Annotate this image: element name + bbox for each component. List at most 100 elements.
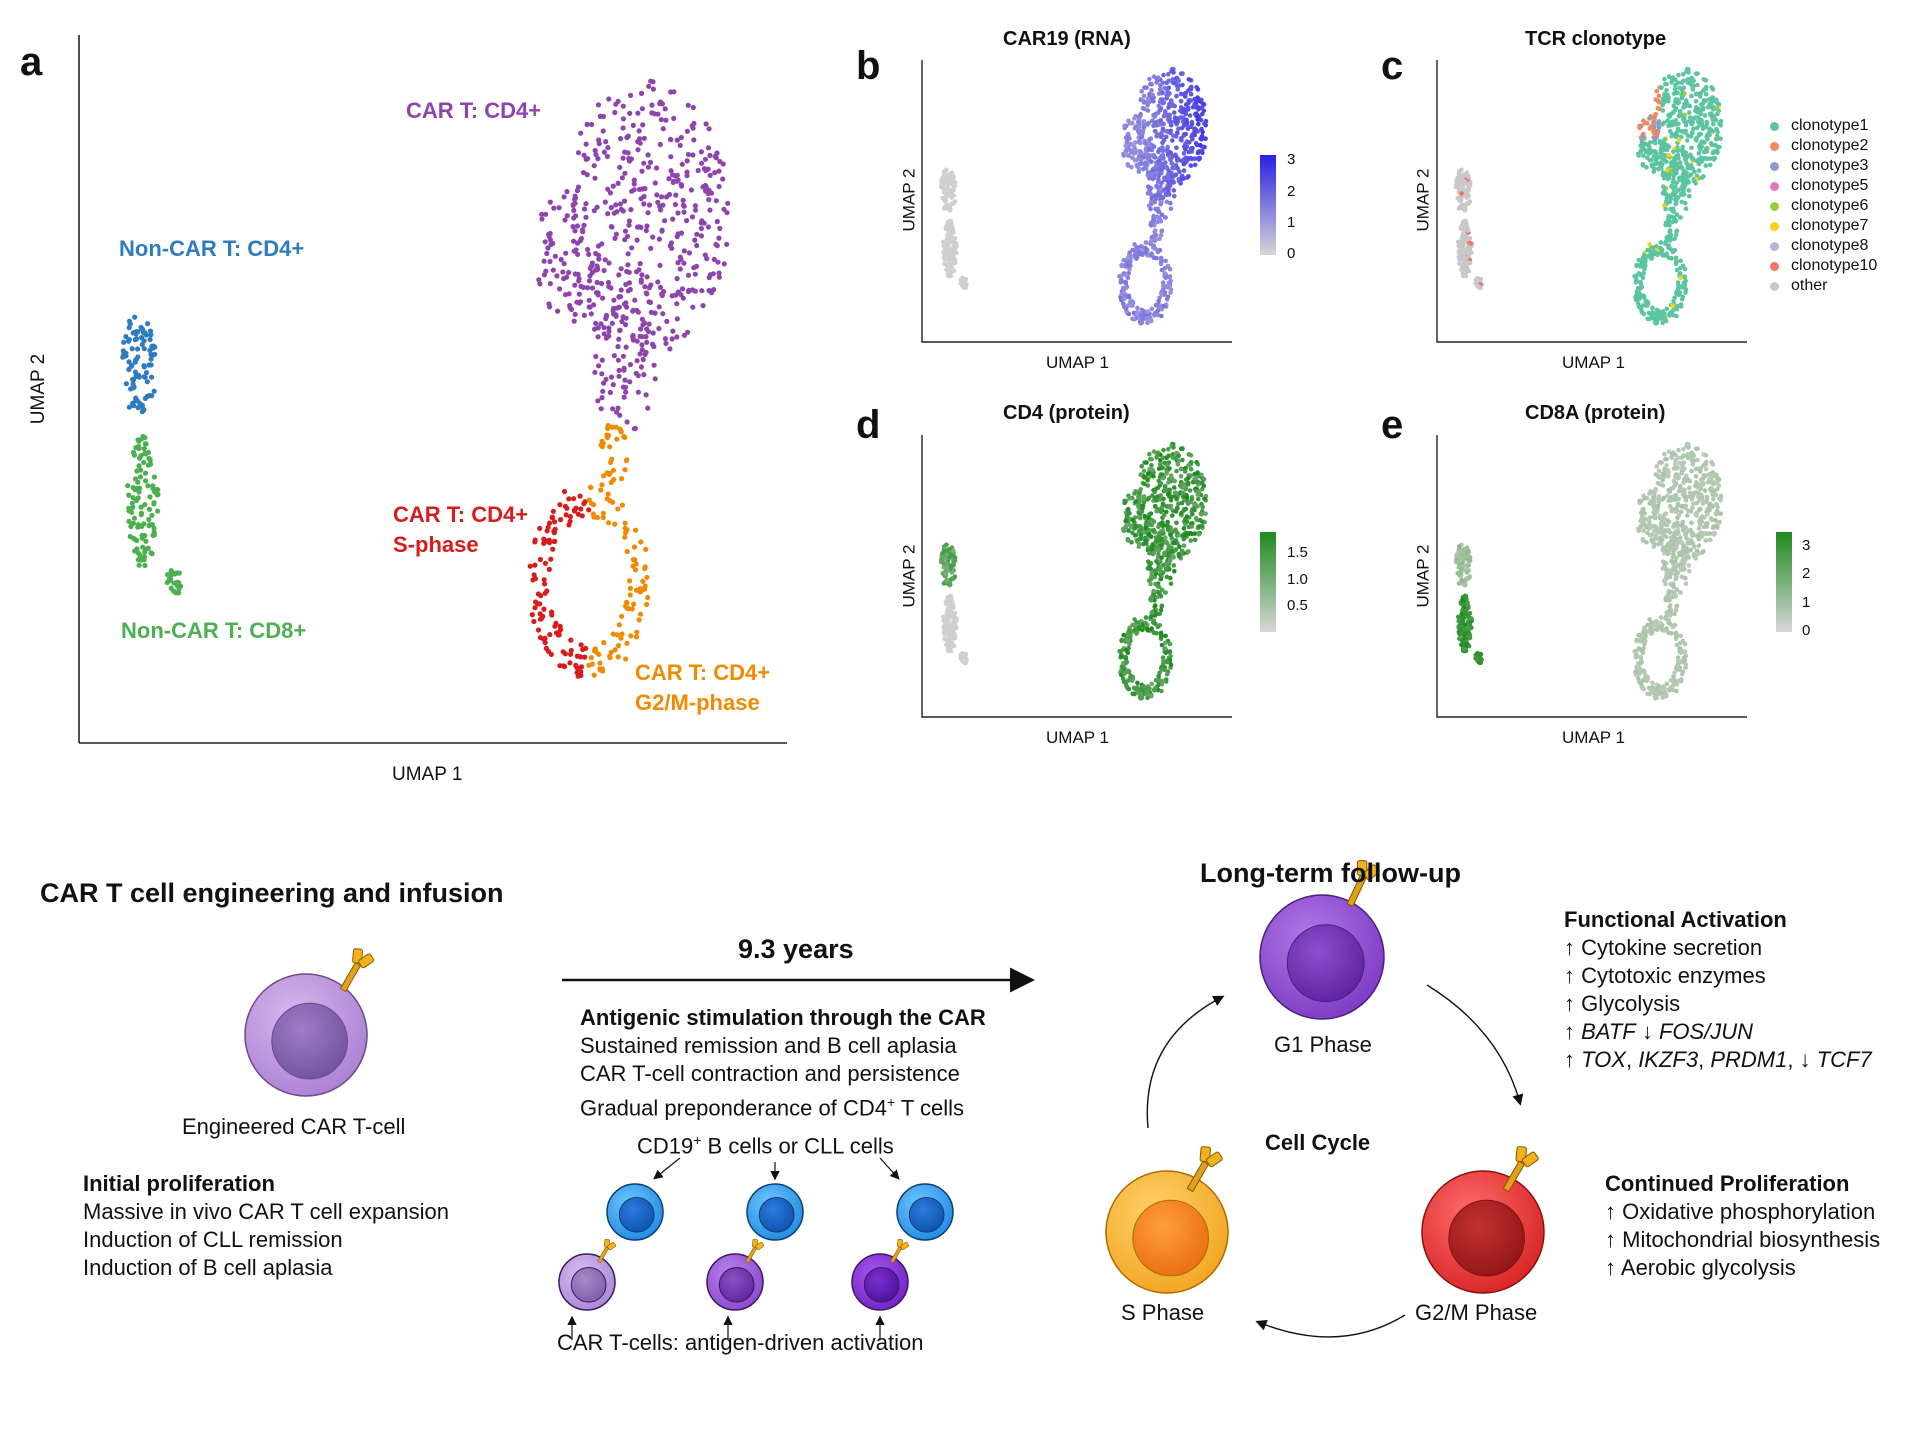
umap-point (1158, 607, 1164, 613)
umap-point (1675, 97, 1680, 102)
umap-point (1649, 311, 1655, 317)
umap-point (1141, 499, 1147, 505)
umap-point (1682, 119, 1687, 124)
umap-point (1685, 138, 1690, 143)
umap-point (1127, 121, 1133, 126)
umap-point (1149, 199, 1154, 204)
umap-point (704, 256, 710, 262)
umap-point (555, 308, 561, 314)
umap-point (657, 262, 663, 268)
umap-point (1467, 574, 1473, 579)
umap-point (1186, 531, 1192, 537)
umap-point (703, 167, 709, 174)
umap-point (147, 328, 154, 334)
umap-point (623, 344, 629, 350)
umap-point (664, 194, 670, 200)
umap-point (644, 574, 650, 580)
umap-point (1145, 309, 1151, 314)
umap-point (650, 330, 656, 336)
umap-point (1153, 237, 1159, 242)
umap-point (1657, 138, 1662, 144)
umap-point (1677, 113, 1683, 118)
umap-point (599, 357, 605, 363)
umap-point (645, 210, 651, 216)
umap-point (1122, 498, 1127, 504)
umap-point (1172, 110, 1177, 115)
umap-point (694, 231, 700, 237)
umap-point (146, 455, 152, 462)
umap-point (1671, 478, 1677, 484)
umap-point (578, 130, 584, 136)
umap-point (657, 101, 663, 107)
umap-point (135, 405, 141, 411)
umap-point (1640, 262, 1646, 268)
umap-point (143, 370, 150, 376)
umap-point (671, 115, 677, 121)
umap-point (1664, 547, 1670, 552)
umap-point (551, 205, 557, 211)
umap-point (700, 303, 706, 309)
umap-point (954, 625, 959, 630)
umap-point (1638, 279, 1643, 285)
umap-point (595, 334, 601, 340)
umap-point (1702, 113, 1708, 118)
umap-point (1659, 690, 1665, 696)
umap-point (1683, 206, 1689, 211)
umap-point (705, 190, 711, 197)
umap-point (141, 346, 147, 352)
umap-point (1125, 255, 1131, 261)
umap-point (599, 482, 605, 488)
umap-point (1688, 120, 1694, 125)
umap-point (631, 544, 638, 550)
umap-point (1680, 284, 1685, 290)
umap-point (1676, 283, 1681, 289)
umap-point (1696, 490, 1701, 496)
umap-point (1200, 504, 1205, 510)
umap-point (645, 164, 652, 170)
umap-point (575, 184, 582, 190)
umap-point (560, 269, 566, 275)
umap-point (1678, 258, 1683, 264)
umap-point (1647, 116, 1652, 121)
umap-point (1696, 115, 1701, 120)
umap-point (617, 412, 623, 418)
umap-point (1638, 681, 1644, 687)
umap-point (646, 83, 652, 89)
umap-point (1664, 251, 1669, 256)
umap-point (1145, 566, 1151, 571)
umap-point (1686, 445, 1691, 450)
umap-point (1146, 140, 1151, 145)
umap-point (1650, 305, 1655, 311)
umap-point (1186, 100, 1191, 106)
umap-point (1683, 287, 1689, 293)
umap-point (1669, 123, 1674, 128)
umap-point (1195, 117, 1200, 122)
umap-point (633, 370, 639, 376)
umap-point (1710, 117, 1715, 122)
umap-point (1184, 139, 1190, 144)
umap-point (1698, 517, 1703, 523)
umap-point (1696, 151, 1702, 156)
umap-point (706, 126, 712, 132)
umap-point (947, 260, 952, 266)
umap-point (716, 183, 722, 190)
umap-point (1188, 163, 1194, 168)
umap-point (1154, 184, 1159, 189)
umap-point (553, 620, 559, 626)
umap-point (148, 362, 154, 368)
umap-point (1680, 463, 1685, 468)
umap-point (1164, 561, 1169, 566)
umap-point (1710, 95, 1715, 100)
umap-point (568, 637, 574, 643)
umap-point (1674, 603, 1680, 609)
umap-point (637, 136, 643, 142)
umap-point (1682, 641, 1688, 647)
umap-point (1647, 158, 1653, 163)
umap-point (547, 632, 553, 638)
umap-point (1153, 581, 1158, 587)
umap-point (1656, 496, 1661, 502)
umap-point (591, 208, 597, 214)
umap-point (1162, 176, 1167, 182)
umap-point (620, 155, 626, 161)
umap-point (140, 433, 146, 439)
